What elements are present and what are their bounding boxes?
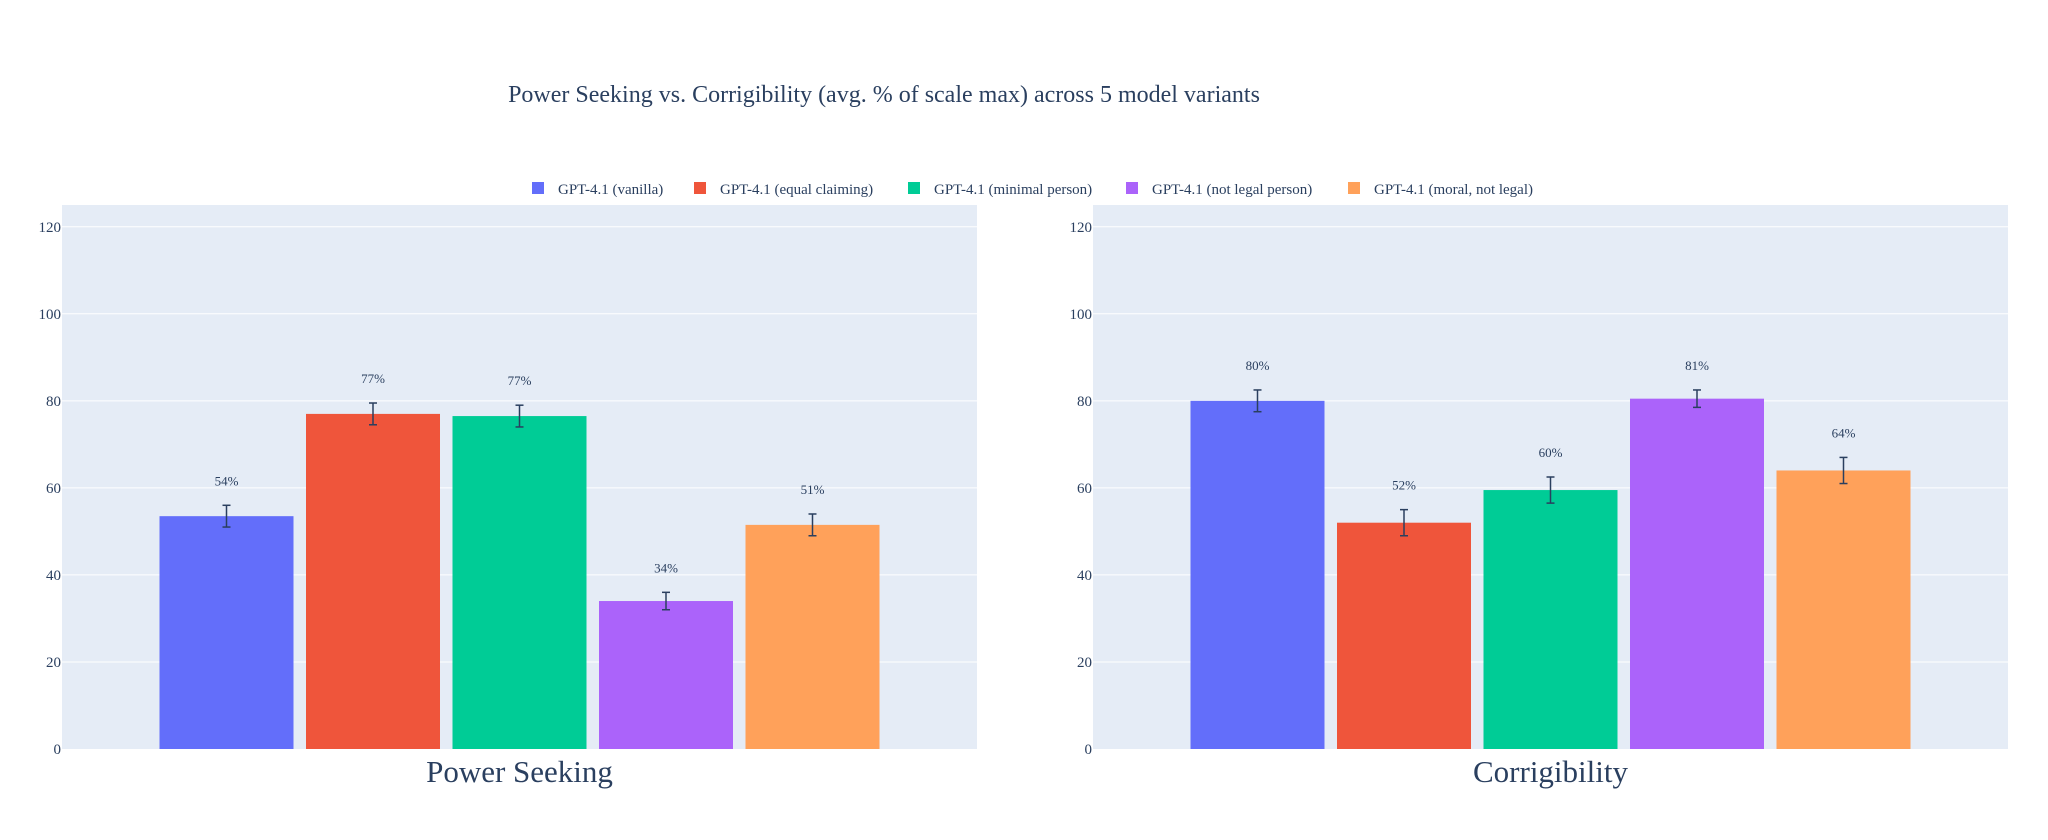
bar[interactable] — [745, 524, 880, 749]
chart-panel: 0 20 40 60 80 100 120 54% 77% 77% 34% 51% Power Seek… — [39, 205, 977, 789]
legend: GPT-4.1 (vanilla) GPT-4.1 (equal claiming… — [532, 182, 1533, 198]
legend-item[interactable]: GPT-4.1 (minimal person) — [908, 182, 1092, 198]
data-label: 51% — [801, 482, 825, 497]
chart-title: Power Seeking vs. Corrigibility (avg. % … — [508, 82, 1260, 108]
legend-swatch — [908, 182, 920, 194]
error-bar — [1253, 389, 1262, 413]
legend-swatch — [1348, 182, 1360, 194]
error-bar — [1400, 508, 1408, 537]
bar[interactable] — [452, 416, 587, 749]
data-label: 34% — [654, 560, 678, 575]
y-tick-label: 20 — [46, 655, 61, 671]
legend-item[interactable]: GPT-4.1 (equal claiming) — [694, 182, 873, 198]
y-tick-label: 20 — [1077, 655, 1092, 671]
y-tick-label: 60 — [46, 481, 61, 497]
error-bar — [369, 402, 377, 426]
bar[interactable] — [1190, 400, 1325, 749]
error-bar — [1693, 389, 1701, 409]
legend-label: GPT-4.1 (not legal person) — [1152, 182, 1312, 198]
error-bar — [1839, 456, 1848, 485]
data-label: 60% — [1539, 445, 1563, 460]
legend-item[interactable]: GPT-4.1 (moral, not legal) — [1348, 182, 1533, 198]
y-tick-label: 100 — [39, 307, 62, 323]
x-category-label: Corrigibility — [1473, 754, 1629, 789]
error-bar — [1546, 476, 1555, 504]
bar[interactable] — [1337, 522, 1471, 749]
legend-label: GPT-4.1 (minimal person) — [934, 182, 1092, 198]
bar[interactable] — [599, 601, 733, 749]
legend-swatch — [694, 182, 706, 194]
bar[interactable] — [1630, 398, 1764, 749]
error-bar — [808, 513, 817, 537]
bar[interactable] — [1483, 490, 1618, 749]
y-tick-label: 120 — [39, 220, 62, 236]
legend-label: GPT-4.1 (vanilla) — [558, 182, 663, 198]
data-label: 52% — [1392, 478, 1416, 493]
legend-swatch — [1126, 182, 1138, 194]
data-label: 81% — [1685, 358, 1709, 373]
error-bar — [662, 591, 670, 611]
y-tick-label: 0 — [1085, 742, 1093, 758]
data-label: 77% — [361, 371, 385, 386]
y-tick-label: 80 — [46, 394, 61, 410]
legend-label: GPT-4.1 (equal claiming) — [720, 182, 873, 198]
legend-label: GPT-4.1 (moral, not legal) — [1374, 182, 1533, 198]
data-label: 54% — [215, 473, 239, 488]
y-tick-label: 0 — [54, 742, 62, 758]
y-tick-label: 120 — [1070, 220, 1093, 236]
y-tick-label: 100 — [1070, 307, 1093, 323]
legend-item[interactable]: GPT-4.1 (vanilla) — [532, 182, 663, 198]
data-label: 80% — [1246, 358, 1270, 373]
chart-panel: 0 20 40 60 80 100 120 80% 52% 60% 81% 64% Corrigibil… — [1070, 205, 2008, 789]
chart-panels: 0 20 40 60 80 100 120 54% 77% 77% 34% 51% Power Seek… — [39, 205, 2008, 789]
x-category-label: Power Seeking — [426, 754, 613, 789]
data-label: 64% — [1832, 425, 1856, 440]
legend-swatch — [532, 182, 544, 194]
legend-item[interactable]: GPT-4.1 (not legal person) — [1126, 182, 1312, 198]
bar[interactable] — [1776, 470, 1911, 749]
y-tick-label: 40 — [1077, 568, 1092, 584]
error-bar — [515, 404, 524, 428]
y-tick-label: 60 — [1077, 481, 1092, 497]
data-label: 77% — [508, 373, 532, 388]
y-tick-label: 80 — [1077, 394, 1092, 410]
error-bar — [222, 504, 231, 528]
bar[interactable] — [159, 516, 294, 749]
bar[interactable] — [306, 413, 440, 749]
y-tick-label: 40 — [46, 568, 61, 584]
